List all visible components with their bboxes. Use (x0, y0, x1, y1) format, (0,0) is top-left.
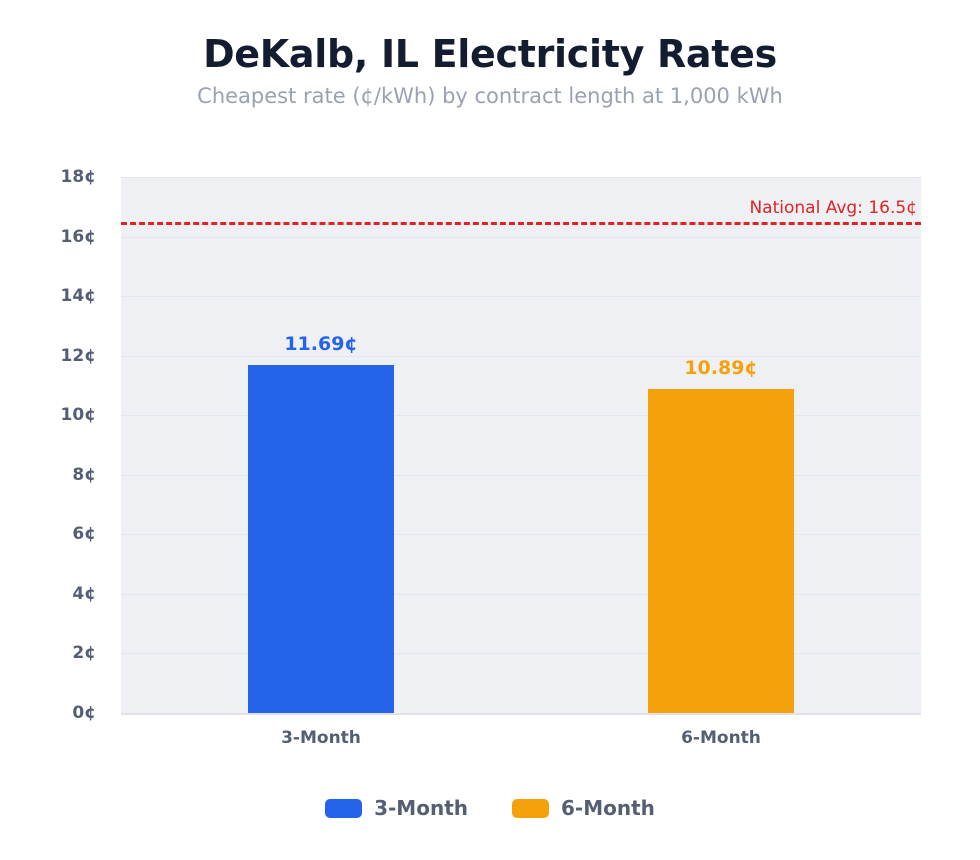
y-axis-tick-label: 4¢ (72, 583, 96, 604)
y-axis-tick-label: 18¢ (60, 167, 97, 187)
chart-header: DeKalb, IL Electricity Rates Cheapest ra… (0, 0, 980, 109)
gridline (121, 177, 921, 178)
bar-value-label: 11.69¢ (284, 332, 358, 355)
gridline (121, 355, 921, 357)
national-average-line (121, 221, 921, 225)
y-axis: 0¢ 2¢ 4¢ 6¢ 8¢ 10¢ 12¢ 14¢ 16¢ 18¢ (0, 167, 110, 723)
bar-value-label: 10.89¢ (684, 356, 758, 379)
x-axis-baseline (121, 713, 921, 715)
chart-subtitle: Cheapest rate (¢/kWh) by contract length… (197, 84, 783, 109)
y-axis-tick-label: 6¢ (72, 524, 96, 545)
legend-swatch-icon (512, 798, 549, 818)
legend-label: 3-Month (374, 796, 468, 820)
gridline (121, 415, 921, 417)
y-axis-tick-label: 16¢ (60, 226, 97, 247)
gridline (121, 474, 921, 476)
y-axis-tick-label: 2¢ (72, 643, 96, 664)
gridline (121, 653, 921, 655)
bar-6-month[interactable] (648, 388, 794, 713)
x-axis-tick-label: 3-Month (281, 728, 361, 748)
y-axis-tick-label: 8¢ (72, 464, 96, 485)
chart-legend: 3-Month 6-Month (0, 798, 980, 818)
bar-3-month[interactable] (248, 364, 394, 713)
x-axis: 3-Month 6-Month (121, 728, 921, 758)
x-axis-tick-label: 6-Month (681, 728, 761, 748)
legend-item[interactable]: 3-Month (325, 798, 468, 818)
y-axis-tick-label: 12¢ (60, 345, 97, 366)
y-axis-tick-label: 10¢ (60, 405, 97, 426)
gridline (121, 534, 921, 536)
gridline (121, 296, 921, 298)
legend-swatch-icon (325, 798, 363, 818)
y-axis-tick-label: 0¢ (72, 703, 96, 723)
legend-item[interactable]: 6-Month (512, 798, 655, 818)
page-title: DeKalb, IL Electricity Rates (203, 32, 777, 76)
gridline (121, 593, 921, 595)
bars-layer: 11.69¢ 10.89¢ National Avg: 16.5¢ (121, 177, 921, 713)
gridline (121, 236, 921, 238)
legend-label: 6-Month (561, 796, 655, 820)
y-axis-tick-label: 14¢ (60, 286, 97, 307)
national-average-label: National Avg: 16.5¢ (749, 197, 917, 218)
